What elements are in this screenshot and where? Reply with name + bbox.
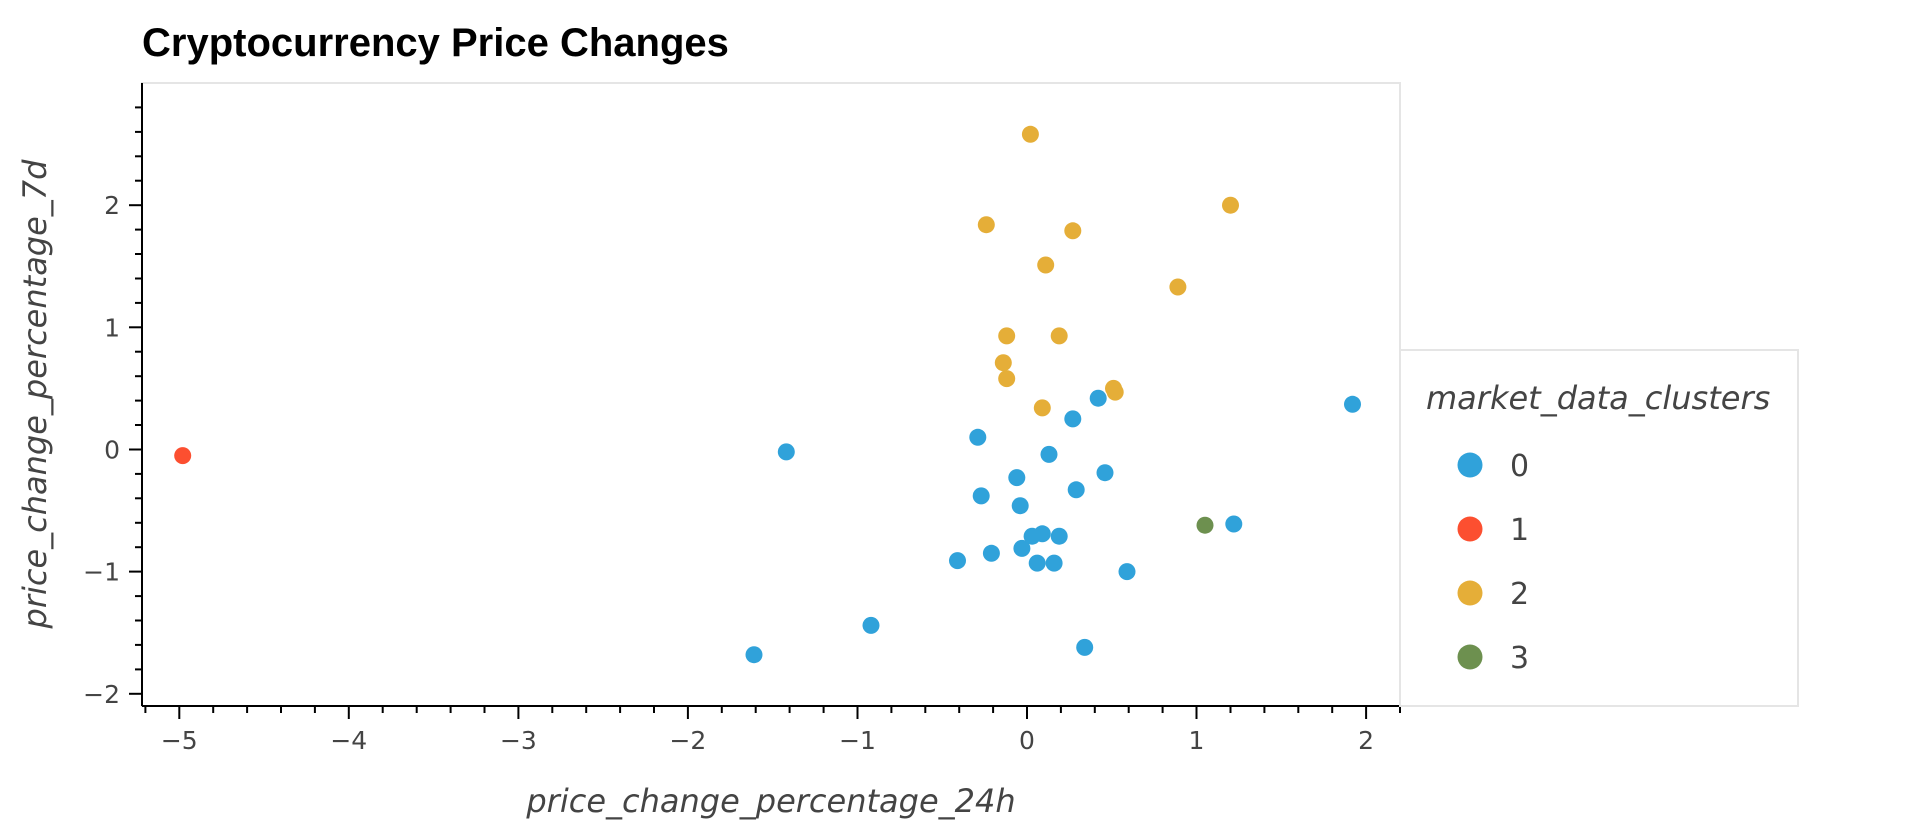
points-layer: [174, 125, 1361, 664]
data-point-cluster-2: [998, 327, 1016, 345]
data-point-cluster-0: [1028, 554, 1046, 572]
y-tick-label: 0: [104, 436, 120, 465]
legend: market_data_clusters 0 1 2 3: [1399, 349, 1799, 707]
chart-title: Cryptocurrency Price Changes: [142, 21, 729, 65]
y-axis-label: price_change_percentage_7d: [16, 159, 54, 630]
x-tick-label: 1: [1189, 726, 1205, 755]
legend-label-3: 3: [1510, 641, 1529, 676]
data-point-cluster-2: [977, 216, 995, 234]
data-point-cluster-0: [1013, 539, 1031, 557]
data-point-cluster-2: [1064, 222, 1082, 240]
x-tick-label: −1: [839, 726, 876, 755]
data-point-cluster-1: [174, 447, 192, 465]
data-point-cluster-2: [1033, 399, 1051, 417]
data-point-cluster-0: [1033, 525, 1051, 543]
legend-items: 0 1 2 3: [1457, 449, 1529, 676]
y-tick-label: −2: [83, 680, 120, 709]
data-point-cluster-0: [1096, 464, 1114, 482]
legend-swatch-2: [1457, 580, 1483, 606]
x-tick-label: −4: [330, 726, 367, 755]
data-point-cluster-0: [982, 544, 1000, 562]
data-point-cluster-0: [1067, 481, 1085, 499]
data-point-cluster-2: [998, 370, 1016, 388]
y-tick-label: −1: [83, 558, 120, 587]
data-point-cluster-0: [1076, 638, 1094, 656]
plot-frame: [141, 82, 1401, 707]
data-point-cluster-0: [972, 487, 990, 505]
legend-swatch-1: [1457, 516, 1483, 542]
x-axis-label: price_change_percentage_24h: [525, 782, 1015, 820]
data-point-cluster-0: [949, 552, 966, 570]
data-point-cluster-3: [1196, 516, 1214, 534]
legend-swatch-3: [1457, 644, 1483, 670]
x-tick-label: −3: [500, 726, 537, 755]
legend-label-2: 2: [1510, 577, 1529, 612]
y-tick-label: 2: [104, 191, 120, 220]
x-tick-label: 2: [1358, 726, 1374, 755]
data-point-cluster-2: [1037, 256, 1055, 274]
data-point-cluster-0: [1050, 527, 1068, 545]
x-tick-label: −2: [669, 726, 706, 755]
data-point-cluster-0: [1008, 469, 1026, 487]
x-ticks-layer: −5 −4 −3 −2 −1 0 1 2: [144, 706, 1401, 755]
data-point-cluster-0: [1045, 554, 1063, 572]
data-point-cluster-0: [1344, 395, 1361, 413]
data-point-cluster-0: [862, 616, 880, 634]
x-tick-label: 0: [1019, 726, 1035, 755]
data-point-cluster-2: [994, 354, 1012, 372]
data-point-cluster-0: [777, 443, 795, 461]
data-point-cluster-2: [1050, 327, 1068, 345]
data-point-cluster-0: [1089, 389, 1107, 407]
legend-label-0: 0: [1510, 449, 1529, 484]
data-point-cluster-0: [745, 646, 763, 664]
data-point-cluster-0: [1064, 410, 1082, 428]
data-point-cluster-0: [1011, 497, 1029, 515]
data-point-cluster-2: [1222, 196, 1239, 214]
data-point-cluster-0: [1118, 563, 1136, 581]
legend-label-1: 1: [1510, 513, 1529, 548]
data-point-cluster-2: [1169, 278, 1187, 296]
x-tick-label: −5: [161, 726, 198, 755]
data-point-cluster-0: [969, 428, 987, 446]
y-tick-label: 1: [104, 313, 120, 342]
data-point-cluster-2: [1106, 383, 1124, 401]
legend-title: market_data_clusters: [1426, 379, 1770, 417]
data-point-cluster-2: [1021, 125, 1039, 143]
data-point-cluster-0: [1225, 515, 1243, 533]
y-ticks-layer: −2 −1 0 1 2: [83, 106, 142, 709]
data-point-cluster-0: [1040, 445, 1058, 463]
legend-swatch-0: [1457, 452, 1483, 478]
